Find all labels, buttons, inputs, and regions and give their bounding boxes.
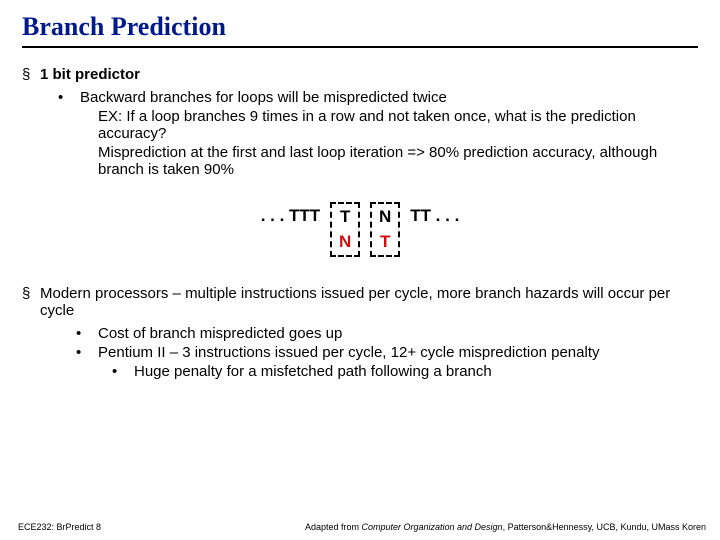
footer-right-prefix: Adapted from: [305, 522, 362, 532]
box2-bot: T: [380, 232, 390, 252]
bullet2-level3-a: • Huge penalty for a misfetched path fol…: [112, 363, 698, 380]
dot-bullet-icon: •: [76, 344, 98, 361]
bullet-l3b-text: Misprediction at the first and last loop…: [98, 144, 657, 178]
bullet-l1a-text: 1 bit predictor: [40, 66, 140, 83]
bullet-level3-b: Misprediction at the first and last loop…: [98, 144, 698, 178]
prediction-diagram: . . . TTT T N N T TT . . .: [22, 202, 698, 257]
dot-bullet-icon: •: [76, 325, 98, 342]
bullet-level1-a: § 1 bit predictor: [22, 66, 698, 83]
box1-top: T: [340, 207, 350, 227]
bullet2-l3a-text: Huge penalty for a misfetched path follo…: [134, 363, 492, 380]
slide-footer: ECE232: BrPredict 8 Adapted from Compute…: [18, 522, 706, 532]
footer-right: Adapted from Computer Organization and D…: [305, 522, 706, 532]
diagram-seq-right: TT . . .: [410, 202, 459, 226]
slide-title: Branch Prediction: [22, 12, 698, 48]
diagram-box-2: N T: [370, 202, 400, 257]
box2-top: N: [379, 207, 391, 227]
bullet2-level2-a: • Cost of branch mispredicted goes up: [76, 325, 698, 342]
bullet2-l2a-text: Cost of branch mispredicted goes up: [98, 325, 342, 342]
diagram-seq-left: . . . TTT: [261, 202, 321, 226]
footer-left: ECE232: BrPredict 8: [18, 522, 101, 532]
bullet2-level2-b: • Pentium II – 3 instructions issued per…: [76, 344, 698, 361]
dot-bullet-icon: •: [58, 89, 80, 106]
footer-right-suffix: , Patterson&Hennessy, UCB, Kundu, UMass …: [503, 522, 706, 532]
bullet-level1-b: § Modern processors – multiple instructi…: [22, 285, 698, 319]
bullet-l3a-text: EX: If a loop branches 9 times in a row …: [98, 108, 636, 142]
bullet-l2a-text: Backward branches for loops will be misp…: [80, 89, 447, 106]
square-bullet-icon: §: [22, 66, 40, 83]
dot-bullet-icon: •: [112, 363, 134, 380]
bullet2-l1-text: Modern processors – multiple instruction…: [40, 285, 698, 319]
bullet2-l2b-text: Pentium II – 3 instructions issued per c…: [98, 344, 600, 361]
box1-bot: N: [339, 232, 351, 252]
footer-right-italic: Computer Organization and Design: [361, 522, 502, 532]
bullet-level3-a: EX: If a loop branches 9 times in a row …: [98, 108, 698, 142]
square-bullet-icon: §: [22, 285, 40, 319]
diagram-box-1: T N: [330, 202, 360, 257]
bullet-level2-a: • Backward branches for loops will be mi…: [58, 89, 698, 106]
